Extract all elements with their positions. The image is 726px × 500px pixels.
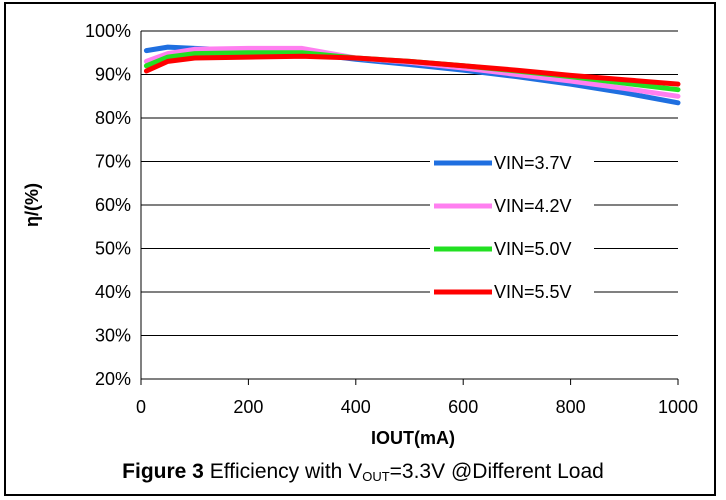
- x-axis-title: IOUT(mA): [371, 428, 455, 448]
- y-tick-labels: 20% 30% 40% 50% 60% 70% 80% 90% 100%: [85, 21, 131, 389]
- figure-caption: Figure 3 Efficiency with VOUT=3.3V @Diff…: [0, 460, 726, 484]
- legend: VIN=3.7V VIN=4.2V VIN=5.0V VIN=5.5V: [430, 148, 594, 307]
- x-tick-label: 0: [136, 397, 146, 417]
- x-tick-label: 600: [448, 397, 478, 417]
- figure-label: Figure 3: [122, 460, 204, 483]
- caption-text-after: =3.3V @Different Load: [389, 460, 604, 483]
- x-tick-label: 400: [341, 397, 371, 417]
- y-tick-label: 100%: [85, 21, 131, 41]
- x-tick-label: 1000: [658, 397, 698, 417]
- y-tick-label: 70%: [95, 152, 131, 172]
- y-tick-label: 90%: [95, 65, 131, 85]
- legend-label-1: VIN=3.7V: [494, 153, 572, 173]
- legend-label-4: VIN=5.5V: [494, 282, 572, 302]
- y-tick-label: 40%: [95, 282, 131, 302]
- y-tick-label: 50%: [95, 239, 131, 259]
- y-tick-label: 20%: [95, 369, 131, 389]
- x-tick-labels: 0 200 400 600 800 1000: [136, 397, 698, 417]
- x-tick-label: 800: [556, 397, 586, 417]
- y-tick-label: 30%: [95, 326, 131, 346]
- data-series: [143, 44, 681, 106]
- caption-subscript: OUT: [362, 469, 390, 484]
- y-tick-label: 80%: [95, 108, 131, 128]
- y-axis-title: η/(%): [22, 183, 42, 227]
- legend-label-3: VIN=5.0V: [494, 239, 572, 259]
- efficiency-chart: 20% 30% 40% 50% 60% 70% 80% 90% 100% 0 200 400 600 8…: [22, 21, 698, 448]
- caption-text-before: Efficiency with V: [203, 460, 363, 483]
- legend-label-2: VIN=4.2V: [494, 196, 572, 216]
- series-line-4: [143, 53, 681, 87]
- axes: [140, 31, 679, 385]
- y-tick-label: 60%: [95, 195, 131, 215]
- x-tick-label: 200: [233, 397, 263, 417]
